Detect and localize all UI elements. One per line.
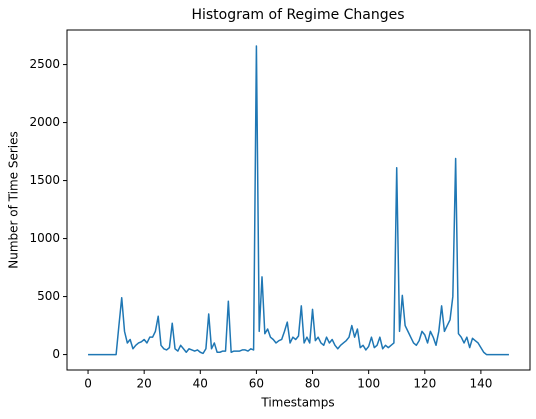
x-tick-label: 100 <box>357 377 380 391</box>
x-tick-label: 60 <box>249 377 264 391</box>
x-tick-label: 120 <box>413 377 436 391</box>
data-line <box>88 45 509 356</box>
x-tick-label: 0 <box>84 377 92 391</box>
x-tick-label: 140 <box>469 377 492 391</box>
plot-frame <box>66 29 531 371</box>
x-tick-label: 40 <box>193 377 208 391</box>
x-axis-label: Timestamps <box>260 396 334 410</box>
y-axis-label: Number of Time Series <box>7 131 21 268</box>
y-tick-label: 2500 <box>29 57 60 71</box>
y-tick-label: 2000 <box>29 115 60 129</box>
x-tick-label: 20 <box>137 377 152 391</box>
x-tick-label: 80 <box>305 377 320 391</box>
y-tick-label: 1000 <box>29 231 60 245</box>
chart-title: Histogram of Regime Changes <box>191 7 404 23</box>
y-tick-label: 0 <box>52 347 60 361</box>
y-tick-label: 500 <box>37 289 60 303</box>
y-tick-label: 1500 <box>29 173 60 187</box>
